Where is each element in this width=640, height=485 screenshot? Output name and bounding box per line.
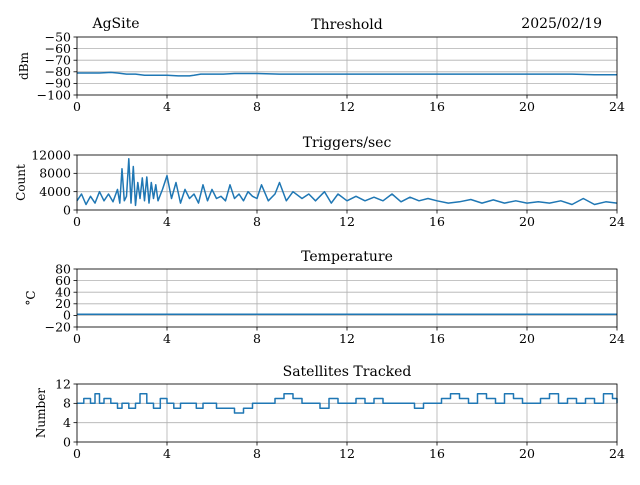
series-line <box>76 157 618 207</box>
y-tick-label: 0 <box>63 434 71 449</box>
y-tick-label: 4000 <box>39 184 71 199</box>
x-tick-label: 24 <box>609 214 625 229</box>
x-tick-label: 0 <box>73 446 81 461</box>
y-axis-label: Number <box>34 388 48 438</box>
chart-panels: Threshold 0 4 8 12 16 20 24 −100−90−80−70−60−50 d… <box>14 17 625 461</box>
y-tick-label: −60 <box>45 41 71 56</box>
x-tick-label: 12 <box>339 99 355 114</box>
x-tick-label: 8 <box>253 99 261 114</box>
x-tick-label: 16 <box>429 446 445 461</box>
y-axis-label: °C <box>24 290 38 305</box>
x-tick-label: 0 <box>73 99 81 114</box>
x-tick-label: 16 <box>429 331 445 346</box>
y-tick-label: 0 <box>63 308 71 323</box>
x-tick-label: 20 <box>519 331 535 346</box>
x-tick-label: 20 <box>519 99 535 114</box>
x-tick-label: 16 <box>429 214 445 229</box>
x-tick-label: 16 <box>429 99 445 114</box>
x-tick-label: 0 <box>73 331 81 346</box>
x-tick-label: 12 <box>339 446 355 461</box>
x-tick-label: 24 <box>609 446 625 461</box>
y-tick-label: 12 <box>55 376 71 391</box>
y-tick-label: 12000 <box>31 147 71 162</box>
y-tick-label: 60 <box>55 273 71 288</box>
panel-title: Threshold <box>311 17 382 33</box>
y-axis-label: Count <box>14 164 28 201</box>
series-line <box>77 392 618 414</box>
x-tick-label: 12 <box>339 331 355 346</box>
y-tick-label: 8000 <box>39 166 71 181</box>
x-tick-label: 4 <box>163 331 171 346</box>
x-tick-label: 8 <box>253 446 261 461</box>
series-line <box>77 71 617 77</box>
x-tick-label: 12 <box>339 214 355 229</box>
y-tick-label: −50 <box>45 29 71 44</box>
y-tick-label: 4 <box>63 415 71 430</box>
date-label: 2025/02/19 <box>521 16 602 32</box>
panel-title: Temperature <box>301 249 393 265</box>
x-tick-label: 4 <box>163 446 171 461</box>
x-tick-label: 0 <box>73 214 81 229</box>
x-tick-label: 24 <box>609 331 625 346</box>
y-tick-label: −90 <box>45 76 71 91</box>
panel-title: Triggers/sec <box>303 135 392 151</box>
site-name-label: AgSite <box>91 16 139 32</box>
y-tick-label: 80 <box>55 261 71 276</box>
x-tick-label: 8 <box>253 214 261 229</box>
x-tick-label: 4 <box>163 99 171 114</box>
x-tick-label: 4 <box>163 214 171 229</box>
x-tick-label: 20 <box>519 446 535 461</box>
y-tick-label: 0 <box>63 202 71 217</box>
y-tick-label: −20 <box>45 319 71 334</box>
y-tick-label: 20 <box>55 296 71 311</box>
y-tick-label: −80 <box>45 64 71 79</box>
y-tick-label: 40 <box>55 285 71 300</box>
panel-title: Satellites Tracked <box>283 364 412 380</box>
y-tick-label: 8 <box>63 396 71 411</box>
x-tick-label: 24 <box>609 99 625 114</box>
y-axis-label: dBm <box>17 51 31 80</box>
panel-1: Threshold 0 4 8 12 16 20 24 −100−90−80−70−60−50 d… <box>17 17 625 114</box>
x-tick-label: 20 <box>519 214 535 229</box>
panel-4: Satellites Tracked 0 4 8 12 16 20 24 0 4 8 12 Number <box>34 364 625 461</box>
y-tick-label: −70 <box>45 53 71 68</box>
y-tick-label: −100 <box>37 87 71 102</box>
x-tick-label: 8 <box>253 331 261 346</box>
